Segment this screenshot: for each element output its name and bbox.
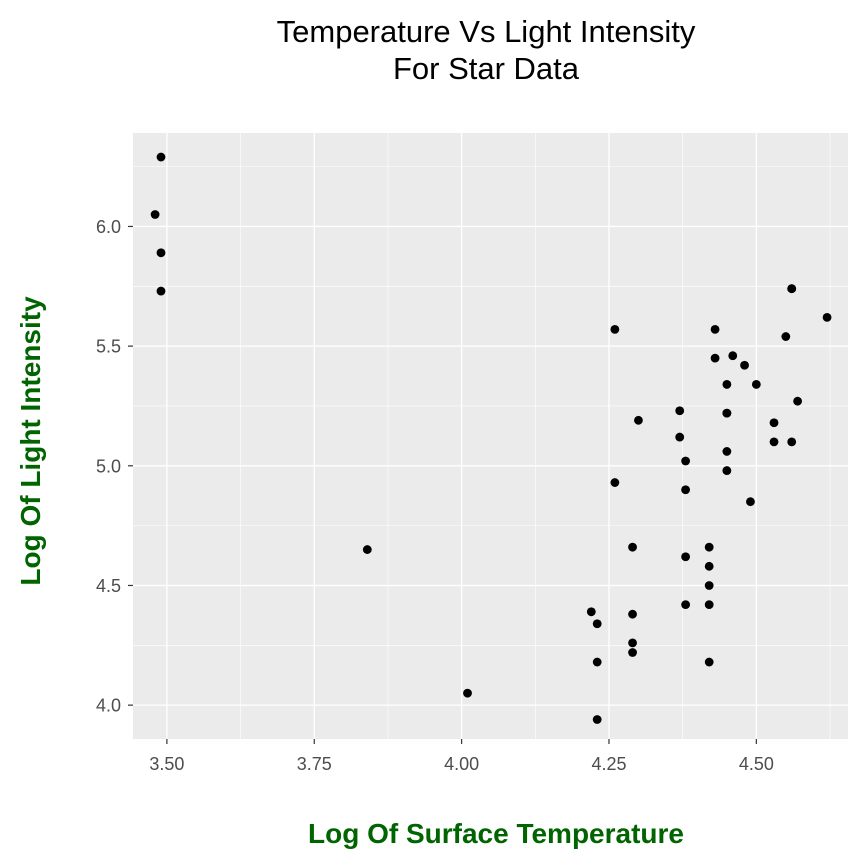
data-point bbox=[681, 456, 691, 466]
data-point bbox=[628, 638, 637, 648]
data-point bbox=[728, 351, 738, 361]
data-point bbox=[592, 715, 602, 724]
y-tick-label: 5.0 bbox=[96, 456, 121, 476]
data-point bbox=[681, 485, 691, 495]
data-point bbox=[675, 432, 685, 442]
minor-gridlines bbox=[133, 133, 848, 739]
x-tick-label: 3.75 bbox=[297, 754, 332, 774]
x-axis-ticks: 3.50 3.75 4.00 4.25 4.50 bbox=[149, 739, 774, 774]
y-tick-label: 6.0 bbox=[96, 217, 121, 237]
data-point bbox=[704, 600, 714, 610]
x-tick-label: 4.00 bbox=[444, 754, 479, 774]
data-point bbox=[586, 607, 596, 617]
data-point bbox=[362, 545, 372, 554]
major-gridlines bbox=[133, 133, 848, 739]
y-tick-label: 5.5 bbox=[96, 337, 121, 357]
data-point bbox=[769, 437, 779, 447]
data-point bbox=[793, 396, 803, 406]
data-point bbox=[710, 324, 720, 334]
data-point bbox=[704, 657, 714, 667]
y-tick-label: 4.5 bbox=[96, 576, 121, 596]
data-point bbox=[675, 406, 685, 416]
x-tick-label: 4.25 bbox=[591, 754, 626, 774]
data-point bbox=[722, 466, 732, 475]
plot-panel bbox=[133, 133, 848, 739]
data-point bbox=[156, 152, 166, 162]
x-tick-label: 4.50 bbox=[739, 754, 774, 774]
x-axis-title: Log Of Surface Temperature bbox=[308, 818, 684, 849]
data-point bbox=[710, 353, 720, 363]
data-point bbox=[681, 552, 691, 562]
data-point bbox=[740, 360, 749, 370]
data-point bbox=[628, 648, 637, 657]
data-point bbox=[787, 284, 797, 294]
data-point bbox=[722, 447, 732, 456]
data-point bbox=[634, 415, 643, 425]
data-point bbox=[628, 542, 637, 552]
data-point bbox=[746, 497, 755, 507]
data-point bbox=[704, 542, 714, 552]
y-axis-title: Log Of Light Intensity bbox=[15, 296, 46, 586]
data-point bbox=[681, 600, 691, 610]
data-point bbox=[769, 418, 779, 428]
data-point bbox=[628, 609, 637, 619]
data-point bbox=[722, 380, 732, 389]
data-point bbox=[781, 332, 791, 341]
y-tick-label: 4.0 bbox=[96, 696, 121, 716]
data-point bbox=[592, 619, 602, 629]
data-point bbox=[150, 210, 160, 219]
y-axis-ticks: 4.0 4.5 5.0 5.5 6.0 bbox=[96, 217, 133, 716]
data-point bbox=[610, 478, 620, 487]
data-point bbox=[822, 313, 832, 322]
data-point bbox=[156, 248, 166, 258]
data-point bbox=[751, 380, 761, 389]
data-point bbox=[156, 286, 166, 296]
data-point bbox=[592, 657, 602, 667]
data-point bbox=[463, 688, 472, 698]
data-point bbox=[787, 437, 797, 447]
data-point bbox=[704, 561, 714, 571]
x-tick-label: 3.50 bbox=[149, 754, 184, 774]
data-point bbox=[610, 324, 620, 334]
chart-title-line-1: Temperature Vs Light Intensity bbox=[277, 14, 696, 49]
data-point bbox=[704, 581, 714, 590]
data-point bbox=[722, 408, 732, 418]
data-points bbox=[150, 152, 832, 724]
chart-title-line-2: For Star Data bbox=[393, 51, 580, 86]
